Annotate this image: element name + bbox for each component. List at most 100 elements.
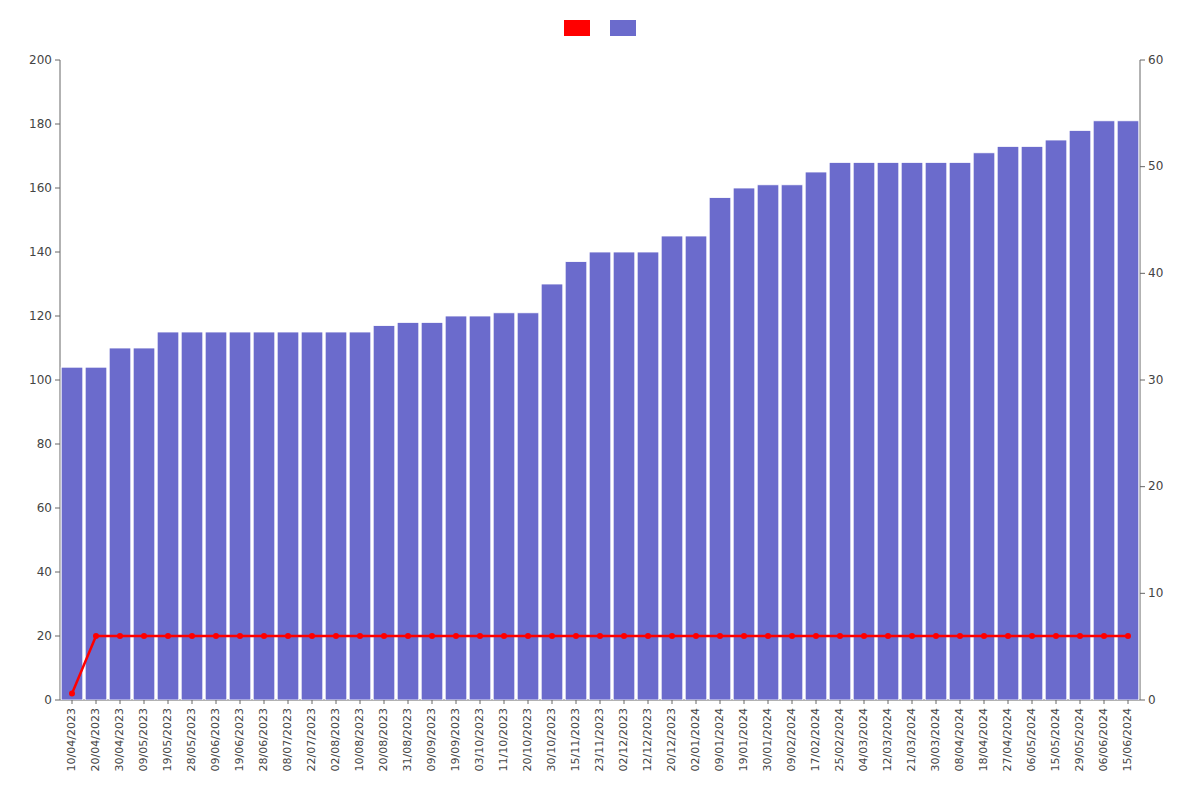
bar: [661, 236, 683, 700]
x-tick: [96, 700, 97, 704]
x-tick: [912, 700, 913, 704]
y2-tick-label: 10: [1148, 586, 1163, 600]
line-marker: [693, 633, 699, 639]
line-marker: [405, 633, 411, 639]
x-tick-label: 12/03/2024: [881, 708, 894, 771]
axes: 0204060801001201401601802000102030405060…: [29, 53, 1163, 772]
x-tick: [504, 700, 505, 704]
y2-tick-label: 60: [1148, 53, 1163, 67]
x-tick: [648, 700, 649, 704]
bar: [373, 326, 395, 700]
bar: [613, 252, 635, 700]
x-tick-label: 06/05/2024: [1025, 708, 1038, 771]
y2-tick-label: 0: [1148, 693, 1156, 707]
y-tick-label: 140: [29, 245, 52, 259]
x-tick: [312, 700, 313, 704]
y2-tick-label: 50: [1148, 159, 1163, 173]
x-tick: [1128, 700, 1129, 704]
x-tick-label: 21/03/2024: [905, 708, 918, 771]
x-tick-label: 22/07/2023: [305, 708, 318, 771]
bar: [253, 332, 275, 700]
y-tick-label: 60: [37, 501, 52, 515]
chart: 0204060801001201401601802000102030405060…: [0, 0, 1200, 800]
bar: [397, 322, 419, 700]
bar: [925, 162, 947, 700]
x-tick: [168, 700, 169, 704]
x-tick-label: 19/01/2024: [737, 708, 750, 771]
line-marker: [357, 633, 363, 639]
y-tick: [55, 380, 60, 381]
line-marker: [117, 633, 123, 639]
x-tick: [480, 700, 481, 704]
x-tick: [264, 700, 265, 704]
x-tick-label: 23/11/2023: [593, 708, 606, 771]
x-tick-label: 12/12/2023: [641, 708, 654, 771]
line-marker: [885, 633, 891, 639]
x-tick-label: 30/04/2023: [113, 708, 126, 771]
x-tick: [120, 700, 121, 704]
x-tick-label: 04/03/2024: [857, 708, 870, 771]
line-marker: [69, 691, 75, 697]
x-tick: [816, 700, 817, 704]
line-marker: [717, 633, 723, 639]
bar: [421, 322, 443, 700]
bar: [181, 332, 203, 700]
x-tick-label: 20/10/2023: [521, 708, 534, 771]
x-tick: [720, 700, 721, 704]
y2-tick-label: 20: [1148, 479, 1163, 493]
x-tick: [696, 700, 697, 704]
legend-swatch: [564, 20, 590, 36]
bar: [733, 188, 755, 700]
line-marker: [837, 633, 843, 639]
x-tick: [1008, 700, 1009, 704]
line-marker: [189, 633, 195, 639]
line-marker: [1053, 633, 1059, 639]
x-tick: [672, 700, 673, 704]
line-marker: [213, 633, 219, 639]
y-tick-label: 80: [37, 437, 52, 451]
line-marker: [453, 633, 459, 639]
bar: [445, 316, 467, 700]
line-marker: [933, 633, 939, 639]
x-tick-label: 28/05/2023: [185, 708, 198, 771]
line-marker: [261, 633, 267, 639]
y-tick: [55, 636, 60, 637]
x-tick-label: 09/02/2024: [785, 708, 798, 771]
line-marker: [789, 633, 795, 639]
x-tick-label: 08/07/2023: [281, 708, 294, 771]
x-tick-label: 02/01/2024: [689, 708, 702, 771]
x-tick-label: 30/03/2024: [929, 708, 942, 771]
bar: [997, 146, 1019, 700]
bar: [61, 367, 83, 700]
y2-tick: [1140, 700, 1145, 701]
y2-tick-label: 30: [1148, 373, 1163, 387]
bar: [109, 348, 131, 700]
x-tick-label: 18/04/2024: [977, 708, 990, 771]
bar: [901, 162, 923, 700]
line-marker: [765, 633, 771, 639]
line-marker: [1125, 633, 1131, 639]
x-tick: [1104, 700, 1105, 704]
x-tick: [600, 700, 601, 704]
bar: [1117, 121, 1139, 700]
bar: [229, 332, 251, 700]
bar: [1021, 146, 1043, 700]
line-marker: [981, 633, 987, 639]
x-tick-label: 15/11/2023: [569, 708, 582, 771]
x-tick: [840, 700, 841, 704]
line-marker: [621, 633, 627, 639]
x-tick-label: 17/02/2024: [809, 708, 822, 771]
y-tick: [55, 508, 60, 509]
y-tick-label: 20: [37, 629, 52, 643]
x-tick: [792, 700, 793, 704]
x-tick-label: 10/04/2023: [65, 708, 78, 771]
line-marker: [909, 633, 915, 639]
bar: [541, 284, 563, 700]
line: [72, 636, 1128, 694]
line-marker: [861, 633, 867, 639]
x-tick: [1032, 700, 1033, 704]
x-tick: [984, 700, 985, 704]
y2-tick: [1140, 486, 1145, 487]
legend-swatch: [610, 20, 636, 36]
bar: [877, 162, 899, 700]
